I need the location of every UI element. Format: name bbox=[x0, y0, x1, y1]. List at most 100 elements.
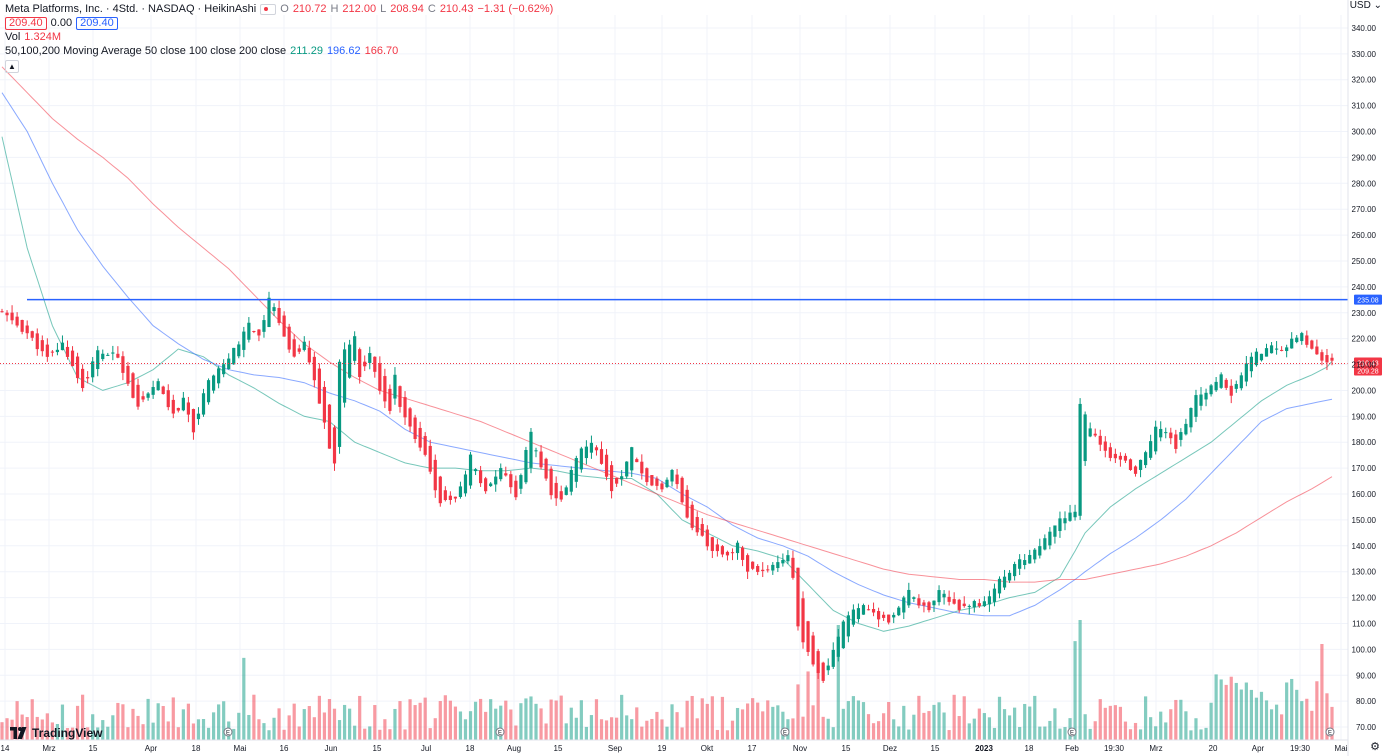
volume-bar bbox=[861, 702, 866, 740]
volume-bar bbox=[917, 695, 921, 740]
volume-bar bbox=[81, 694, 85, 740]
candle-body bbox=[1179, 432, 1183, 440]
volume-bar bbox=[242, 657, 246, 740]
candle-body bbox=[917, 598, 921, 606]
candle-body bbox=[1199, 394, 1203, 406]
volume-bar bbox=[690, 695, 694, 740]
volume-bar bbox=[1138, 729, 1143, 740]
volume-bar bbox=[534, 703, 538, 740]
candle-body bbox=[317, 368, 321, 404]
collapse-legend-button[interactable]: ▲ bbox=[5, 60, 19, 73]
volume-bar bbox=[811, 705, 815, 740]
time-axis[interactable]: 14 Mrz 15 Apr 18 Mai 16 Jun 15 Jul 18 Aug 15 Sep 19 Okt… bbox=[0, 739, 1348, 753]
candle-body bbox=[327, 404, 332, 449]
candle-body bbox=[866, 609, 871, 611]
volume-bar bbox=[685, 700, 689, 740]
volume-bar bbox=[1290, 678, 1294, 740]
volume-bar bbox=[594, 699, 599, 740]
candle-body bbox=[685, 489, 689, 518]
candle-body bbox=[826, 665, 830, 671]
volume-bar bbox=[1048, 720, 1052, 740]
volume-bar bbox=[5, 718, 9, 740]
volume-bar bbox=[620, 694, 624, 740]
volume-bar bbox=[1007, 715, 1012, 740]
candle-body bbox=[1013, 564, 1017, 577]
bid-ask-row: 209.40 0.00 209.40 bbox=[5, 16, 553, 30]
candle-body bbox=[1123, 455, 1128, 461]
moving-average-50-line bbox=[1, 136, 1333, 632]
volume-bar bbox=[65, 728, 70, 740]
price-tick-label: 90.00 bbox=[1356, 671, 1377, 680]
candle-body bbox=[725, 551, 730, 556]
tradingview-logo[interactable]: TradingView bbox=[10, 726, 102, 740]
price-tick-label: 280.00 bbox=[1352, 179, 1377, 188]
candle-body bbox=[856, 608, 861, 620]
volume-bar bbox=[564, 723, 568, 740]
volume-bar bbox=[1229, 676, 1233, 740]
candle-body bbox=[151, 387, 155, 395]
price-tick-label: 330.00 bbox=[1352, 50, 1377, 59]
time-tick-label: Jul bbox=[421, 744, 431, 753]
candle-body bbox=[1073, 511, 1077, 518]
candle-body bbox=[478, 470, 483, 484]
candle-body bbox=[1290, 338, 1294, 349]
candle-body bbox=[680, 477, 684, 503]
candle-body bbox=[161, 386, 165, 394]
candle-body bbox=[121, 356, 125, 373]
candle-body bbox=[106, 354, 110, 356]
candle-body bbox=[468, 454, 473, 486]
chart-settings-button[interactable]: ⚙ bbox=[1370, 740, 1380, 753]
candle-body bbox=[1053, 525, 1057, 537]
candle-body bbox=[962, 603, 966, 607]
ask-button[interactable]: 209.40 bbox=[76, 16, 118, 30]
price-tick-label: 200.00 bbox=[1352, 386, 1377, 395]
candle-body bbox=[398, 386, 402, 407]
volume-bar bbox=[735, 707, 740, 740]
time-tick-label: 20 bbox=[1209, 744, 1218, 753]
currency-selector[interactable]: USD ⌄ bbox=[1350, 0, 1382, 11]
c-label: C bbox=[427, 2, 436, 15]
candle-body bbox=[1108, 447, 1112, 458]
candle-body bbox=[942, 593, 946, 598]
volume-bar bbox=[398, 701, 402, 740]
candle-body bbox=[821, 662, 825, 681]
moving-average-label[interactable]: 50,100,200 Moving Average 50 close 100 c… bbox=[5, 44, 287, 57]
volume-label[interactable]: Vol bbox=[5, 30, 21, 43]
symbol-title[interactable]: Meta Platforms, Inc. · 4Std. · NASDAQ · … bbox=[5, 2, 257, 15]
volume-bar bbox=[715, 729, 719, 740]
candle-body bbox=[841, 621, 845, 649]
candle-body bbox=[1028, 554, 1032, 564]
volume-bar bbox=[509, 709, 513, 740]
volume-bar bbox=[40, 719, 44, 740]
volume-bar bbox=[0, 722, 4, 740]
time-tick-label: 19 bbox=[658, 744, 667, 753]
moving-average-lines bbox=[1, 66, 1333, 632]
candle-body bbox=[1103, 441, 1107, 451]
candle-body bbox=[96, 350, 100, 370]
price-tick-label: 210.00 bbox=[1352, 361, 1377, 370]
candle-body bbox=[413, 417, 417, 440]
volume-bar bbox=[615, 717, 619, 740]
bid-button[interactable]: 209.40 bbox=[5, 16, 47, 30]
candle-body bbox=[690, 504, 694, 528]
price-tick-label: 110.00 bbox=[1352, 619, 1376, 628]
price-tick-label: 240.00 bbox=[1352, 283, 1377, 292]
candle-body bbox=[655, 478, 659, 486]
candle-body bbox=[101, 353, 105, 360]
candle-body bbox=[766, 569, 770, 571]
candle-body bbox=[448, 495, 452, 500]
volume-bar bbox=[1123, 721, 1128, 740]
volume-bar bbox=[1083, 714, 1087, 740]
candle-body bbox=[25, 325, 29, 334]
candle-body bbox=[1189, 408, 1193, 428]
volume-bar bbox=[1244, 682, 1248, 740]
volume-bar bbox=[781, 711, 785, 740]
candle-body bbox=[393, 374, 397, 399]
last-price-tag bbox=[1354, 357, 1382, 376]
heikin-ashi-candles bbox=[0, 291, 1334, 683]
volume-bar bbox=[942, 712, 946, 740]
price-axis[interactable]: 70.00 80.00 90.00 100.00 110.00 120.00 130.00 1… bbox=[1347, 0, 1377, 756]
time-tick-label: Nov bbox=[793, 744, 807, 753]
